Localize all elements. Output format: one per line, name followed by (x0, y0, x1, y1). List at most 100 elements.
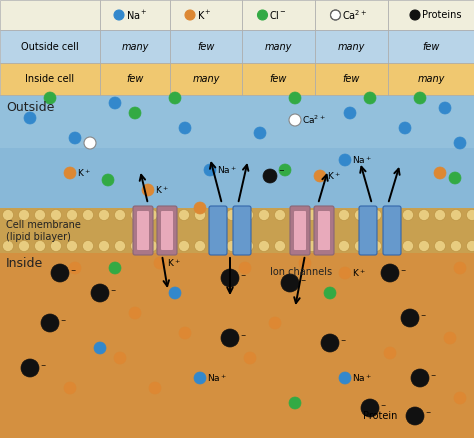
Text: few: few (270, 74, 287, 84)
Bar (0, 95, 474, 148)
Circle shape (339, 267, 351, 279)
Circle shape (194, 209, 206, 220)
Bar (0, 0, 100, 30)
Circle shape (254, 127, 266, 139)
Text: Na$^+$: Na$^+$ (352, 154, 372, 166)
Circle shape (289, 114, 301, 126)
Circle shape (109, 262, 121, 274)
Circle shape (114, 352, 126, 364)
Circle shape (324, 287, 336, 299)
Text: Proteins: Proteins (422, 10, 462, 20)
FancyBboxPatch shape (383, 206, 401, 255)
Circle shape (364, 92, 376, 104)
Circle shape (314, 170, 326, 182)
FancyBboxPatch shape (294, 211, 306, 250)
Text: Ca$^{2+}$: Ca$^{2+}$ (343, 8, 368, 22)
Bar (388, 0, 474, 30)
Circle shape (401, 309, 419, 327)
Text: $^-$: $^-$ (299, 276, 307, 286)
Text: $^-$: $^-$ (239, 272, 247, 280)
Text: $^-$: $^-$ (419, 311, 427, 321)
Circle shape (450, 240, 462, 251)
Circle shape (179, 209, 190, 220)
Bar (170, 0, 242, 30)
Circle shape (21, 359, 39, 377)
FancyBboxPatch shape (157, 206, 177, 255)
Text: K$^+$: K$^+$ (155, 184, 169, 196)
Circle shape (274, 240, 285, 251)
Text: K$^+$: K$^+$ (197, 8, 212, 21)
Text: $^-$: $^-$ (429, 371, 437, 381)
Circle shape (291, 240, 301, 251)
Text: many: many (121, 42, 149, 52)
Circle shape (129, 307, 141, 319)
Circle shape (263, 169, 277, 183)
Circle shape (269, 317, 281, 329)
Circle shape (227, 240, 237, 251)
Text: $^-$: $^-$ (339, 336, 347, 346)
Bar (315, 30, 388, 63)
Circle shape (338, 209, 349, 220)
Text: few: few (126, 74, 144, 84)
Text: (lipid bilayer): (lipid bilayer) (6, 233, 71, 243)
Circle shape (24, 112, 36, 124)
Circle shape (243, 240, 254, 251)
Circle shape (66, 240, 78, 251)
Circle shape (330, 10, 340, 20)
Circle shape (450, 209, 462, 220)
Text: $^-$: $^-$ (399, 266, 407, 276)
Circle shape (289, 92, 301, 104)
Circle shape (339, 154, 351, 166)
Circle shape (439, 102, 451, 114)
Circle shape (466, 209, 474, 220)
Circle shape (146, 209, 157, 220)
Text: Protein: Protein (363, 411, 397, 421)
Text: Ion channels: Ion channels (270, 267, 332, 277)
Circle shape (204, 164, 216, 176)
FancyBboxPatch shape (314, 206, 334, 255)
Circle shape (384, 347, 396, 359)
Circle shape (51, 240, 62, 251)
FancyBboxPatch shape (233, 206, 251, 255)
Circle shape (114, 10, 124, 20)
Circle shape (322, 240, 334, 251)
Circle shape (179, 122, 191, 134)
Circle shape (299, 257, 311, 269)
Circle shape (194, 240, 206, 251)
Bar (170, 63, 242, 95)
Circle shape (258, 209, 270, 220)
Circle shape (115, 209, 126, 220)
Text: many: many (338, 42, 365, 52)
Bar (100, 0, 170, 30)
Circle shape (355, 209, 365, 220)
FancyBboxPatch shape (359, 206, 377, 255)
Circle shape (466, 240, 474, 251)
Circle shape (169, 92, 181, 104)
Bar (0, 63, 100, 95)
Circle shape (18, 209, 29, 220)
Circle shape (307, 240, 318, 251)
Circle shape (307, 209, 318, 220)
Circle shape (281, 274, 299, 292)
Circle shape (51, 209, 62, 220)
Circle shape (194, 372, 206, 384)
Bar (170, 30, 242, 63)
Bar (0, 95, 474, 208)
Bar (388, 30, 474, 63)
FancyBboxPatch shape (290, 206, 310, 255)
Text: Ca$^{2+}$: Ca$^{2+}$ (302, 114, 326, 126)
FancyBboxPatch shape (137, 211, 149, 250)
Text: many: many (192, 74, 219, 84)
Circle shape (444, 332, 456, 344)
Circle shape (102, 174, 114, 186)
Circle shape (109, 97, 121, 109)
Circle shape (419, 209, 429, 220)
Circle shape (402, 240, 413, 251)
FancyBboxPatch shape (161, 211, 173, 250)
Circle shape (2, 240, 13, 251)
Text: Na$^+$: Na$^+$ (217, 164, 237, 176)
FancyBboxPatch shape (318, 211, 330, 250)
Circle shape (291, 209, 301, 220)
Text: K$^+$: K$^+$ (327, 170, 341, 182)
Circle shape (94, 342, 106, 354)
